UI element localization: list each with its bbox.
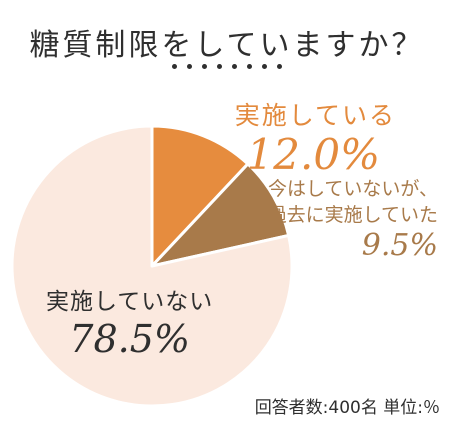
slice-name-past-line1: 今はしていないが、 <box>267 178 438 200</box>
pie-slice-past <box>150 162 291 268</box>
title-dots-divider <box>0 64 454 69</box>
slice-value-not-implementing: 78.5% <box>69 317 191 361</box>
chart-title: 糖質制限をしていますか？ <box>29 28 425 63</box>
slice-value-implementing: 12.0% <box>246 130 380 179</box>
slice-name-implementing: 実施している <box>234 101 396 130</box>
slice-label-implementing: 実施している 12.0% <box>235 96 396 178</box>
respondents-note: 回答者数:400名 単位:％ <box>254 398 440 418</box>
slice-name-past-line2: 過去に実施していた <box>267 204 438 226</box>
slice-name-not-implementing: 実施していない <box>46 289 214 315</box>
pie-slice-not-implementing <box>10 124 294 408</box>
pie-slice-implementing <box>150 124 250 268</box>
slice-label-past: 今はしていないが、 過去に実施していた 9.5% <box>268 176 438 264</box>
slice-label-not-implementing: 実施していない 78.5% <box>46 282 213 362</box>
slice-value-past: 9.5% <box>361 228 438 263</box>
